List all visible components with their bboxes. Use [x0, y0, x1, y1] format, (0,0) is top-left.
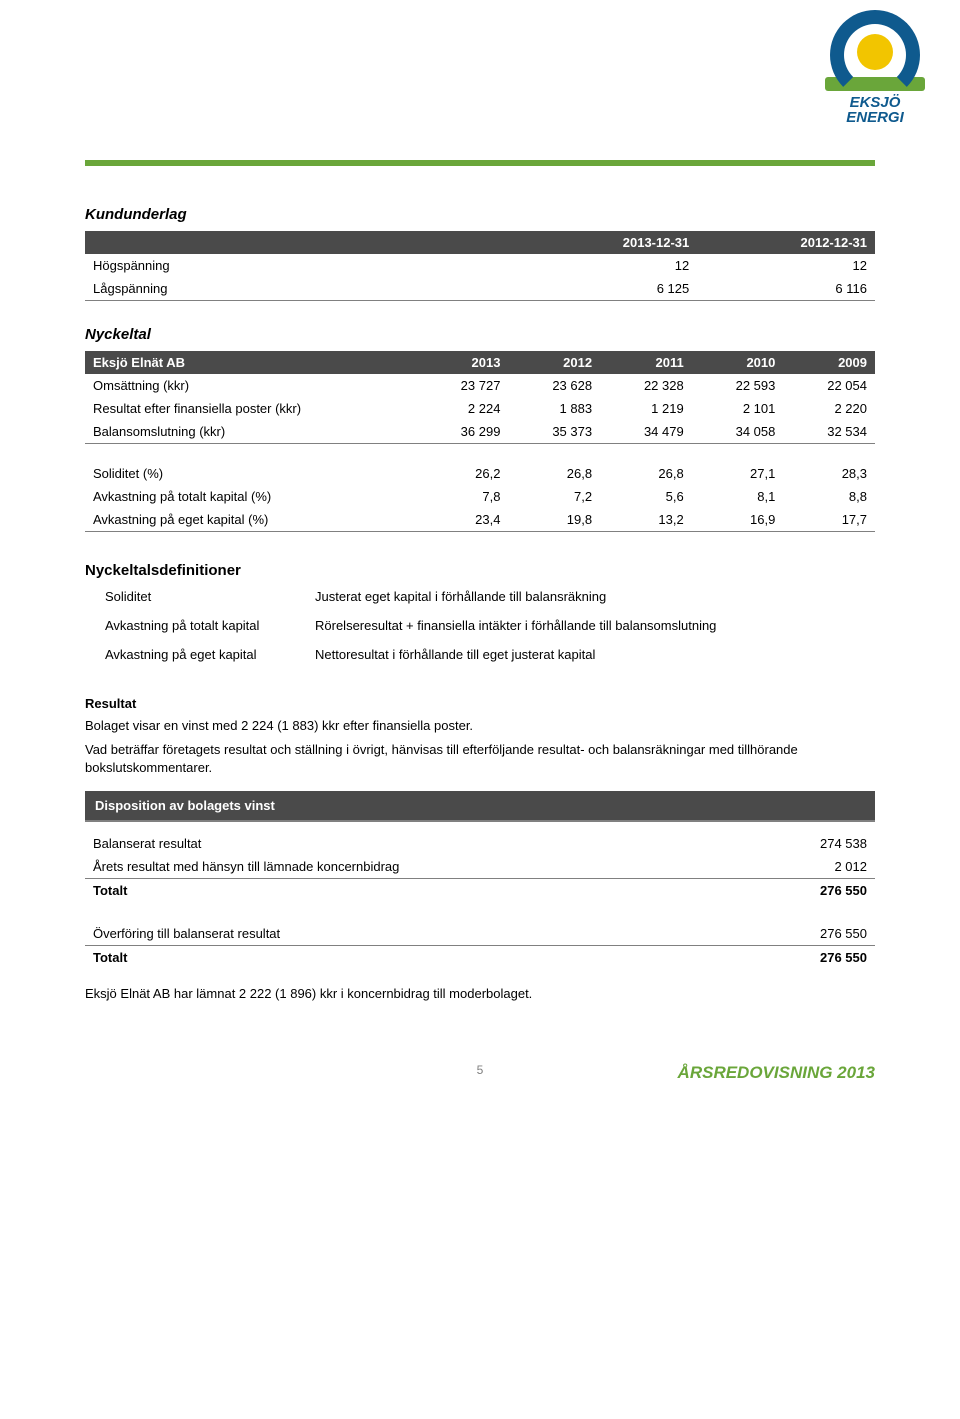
cell: 6 125: [520, 277, 698, 301]
cell: 23 628: [508, 374, 600, 397]
cell: 276 550: [688, 946, 875, 970]
cell: 22 593: [692, 374, 784, 397]
def-value: Justerat eget kapital i förhållande till…: [315, 589, 875, 604]
row-label: Lågspänning: [85, 277, 520, 301]
header-divider: [85, 160, 875, 166]
row-label: Högspänning: [85, 254, 520, 277]
disposition-table-1: Balanserat resultat 274 538 Årets result…: [85, 832, 875, 902]
definitions-title: Nyckeltalsdefinitioner: [85, 562, 875, 579]
cell: 276 550: [688, 922, 875, 946]
resultat-p1: Bolaget visar en vinst med 2 224 (1 883)…: [85, 717, 875, 735]
cell: 2 012: [746, 855, 875, 879]
resultat-title: Resultat: [85, 696, 875, 711]
row-label: Avkastning på eget kapital (%): [85, 508, 417, 532]
col-header: 2012-12-31: [697, 231, 875, 254]
kundunderlag-title: Kundunderlag: [85, 206, 875, 223]
kundunderlag-table: 2013-12-31 2012-12-31 Högspänning 12 12 …: [85, 231, 875, 301]
cell: 19,8: [508, 508, 600, 532]
resultat-p2: Vad beträffar företagets resultat och st…: [85, 741, 875, 777]
row-label: Balansomslutning (kkr): [85, 420, 417, 444]
cell: 6 116: [697, 277, 875, 301]
cell: 1 883: [508, 397, 600, 420]
cell: 23 727: [417, 374, 509, 397]
cell: 12: [520, 254, 698, 277]
nyckeltal-title: Nyckeltal: [85, 326, 875, 343]
cell: 32 534: [783, 420, 875, 444]
cell: 35 373: [508, 420, 600, 444]
cell: 13,2: [600, 508, 692, 532]
col-header: 2013-12-31: [520, 231, 698, 254]
def-label: Avkastning på eget kapital: [105, 647, 315, 662]
logo-graphic: [830, 10, 920, 85]
cell: 5,6: [600, 485, 692, 508]
logo: EKSJÖ ENERGI: [820, 10, 930, 125]
footer-title: ÅRSREDOVISNING 2013: [678, 1063, 875, 1083]
cell: 17,7: [783, 508, 875, 532]
cell: 2 220: [783, 397, 875, 420]
cell: 22 328: [600, 374, 692, 397]
year-header: 2013: [417, 351, 509, 374]
row-label: Soliditet (%): [85, 462, 417, 485]
cell: 276 550: [746, 879, 875, 903]
closing-text: Eksjö Elnät AB har lämnat 2 222 (1 896) …: [85, 985, 875, 1003]
cell: 23,4: [417, 508, 509, 532]
cell: 12: [697, 254, 875, 277]
year-header: 2011: [600, 351, 692, 374]
row-label: Avkastning på totalt kapital (%): [85, 485, 417, 508]
row-label: Omsättning (kkr): [85, 374, 417, 397]
cell: 2 224: [417, 397, 509, 420]
cell: 28,3: [783, 462, 875, 485]
cell: 1 219: [600, 397, 692, 420]
def-value: Nettoresultat i förhållande till eget ju…: [315, 647, 875, 662]
row-label: Totalt: [85, 879, 746, 903]
cell: 26,8: [600, 462, 692, 485]
cell: 34 479: [600, 420, 692, 444]
cell: 22 054: [783, 374, 875, 397]
cell: 2 101: [692, 397, 784, 420]
row-label: Balanserat resultat: [85, 832, 746, 855]
row-label: Resultat efter finansiella poster (kkr): [85, 397, 417, 420]
row-label: Totalt: [85, 946, 688, 970]
cell: 36 299: [417, 420, 509, 444]
footer: 5 ÅRSREDOVISNING 2013: [85, 1063, 875, 1093]
disposition-title: Disposition av bolagets vinst: [85, 791, 875, 821]
cell: 27,1: [692, 462, 784, 485]
cell: 34 058: [692, 420, 784, 444]
row-label: Årets resultat med hänsyn till lämnade k…: [85, 855, 746, 879]
row-label: Överföring till balanserat resultat: [85, 922, 688, 946]
def-label: Soliditet: [105, 589, 315, 604]
page-number: 5: [477, 1063, 484, 1077]
logo-text-2: ENERGI: [820, 110, 930, 125]
cell: 7,8: [417, 485, 509, 508]
cell: 16,9: [692, 508, 784, 532]
cell: 7,2: [508, 485, 600, 508]
cell: 26,8: [508, 462, 600, 485]
table-header: Eksjö Elnät AB: [85, 351, 417, 374]
cell: 8,1: [692, 485, 784, 508]
definitions-list: Soliditet Justerat eget kapital i förhål…: [85, 589, 875, 662]
year-header: 2010: [692, 351, 784, 374]
cell: 274 538: [746, 832, 875, 855]
year-header: 2009: [783, 351, 875, 374]
nyckeltal-table: Eksjö Elnät AB 2013 2012 2011 2010 2009 …: [85, 351, 875, 532]
def-value: Rörelseresultat + finansiella intäkter i…: [315, 618, 875, 633]
year-header: 2012: [508, 351, 600, 374]
disposition-table-2: Överföring till balanserat resultat 276 …: [85, 922, 875, 969]
cell: 8,8: [783, 485, 875, 508]
cell: 26,2: [417, 462, 509, 485]
def-label: Avkastning på totalt kapital: [105, 618, 315, 633]
